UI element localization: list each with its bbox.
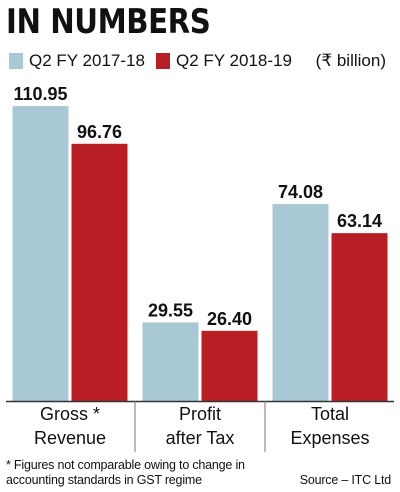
data-label-0-series-1: 96.76 [77,122,122,142]
legend-label-series-0: Q2 FY 2017-18 [29,51,145,70]
category-label-0-line-0: Gross * [40,404,100,424]
category-label-0-line-1: Revenue [34,428,106,448]
bar-1-series-1 [201,330,258,401]
category-label-1-line-0: Profit [179,404,221,424]
data-label-1-series-1: 26.40 [207,309,252,329]
footnote-line-2: accounting standards in GST regime [6,473,202,487]
footnote: * Figures not comparable owing to change… [6,458,306,488]
legend-label-series-1: Q2 FY 2018-19 [176,51,292,70]
data-label-1-series-0: 29.55 [148,300,193,320]
chart-title: IN NUMBERS [6,2,211,42]
bar-1-series-0 [142,322,199,401]
data-label-0-series-0: 110.95 [13,84,67,104]
legend: Q2 FY 2017-18 Q2 FY 2018-19 (₹ billion) [9,51,394,71]
legend-swatch-series-0 [9,53,23,69]
footnote-line-1: * Figures not comparable owing to change… [6,458,245,472]
legend-item-series-1: Q2 FY 2018-19 [156,51,292,71]
category-label-1-line-1: after Tax [166,428,235,448]
legend-swatch-series-1 [156,53,170,69]
source-note: Source – ITC Ltd [299,473,391,487]
data-label-2-series-1: 63.14 [337,211,382,231]
data-label-2-series-0: 74.08 [278,182,323,202]
legend-item-series-0: Q2 FY 2017-18 [9,51,145,71]
category-label-2-line-1: Expenses [290,428,369,448]
bar-2-series-1 [331,233,388,401]
bar-0-series-1 [71,143,128,401]
bar-0-series-0 [12,106,69,401]
unit-label: (₹ billion) [315,51,386,70]
bar-2-series-0 [272,204,329,401]
category-label-2-line-0: Total [311,404,349,424]
